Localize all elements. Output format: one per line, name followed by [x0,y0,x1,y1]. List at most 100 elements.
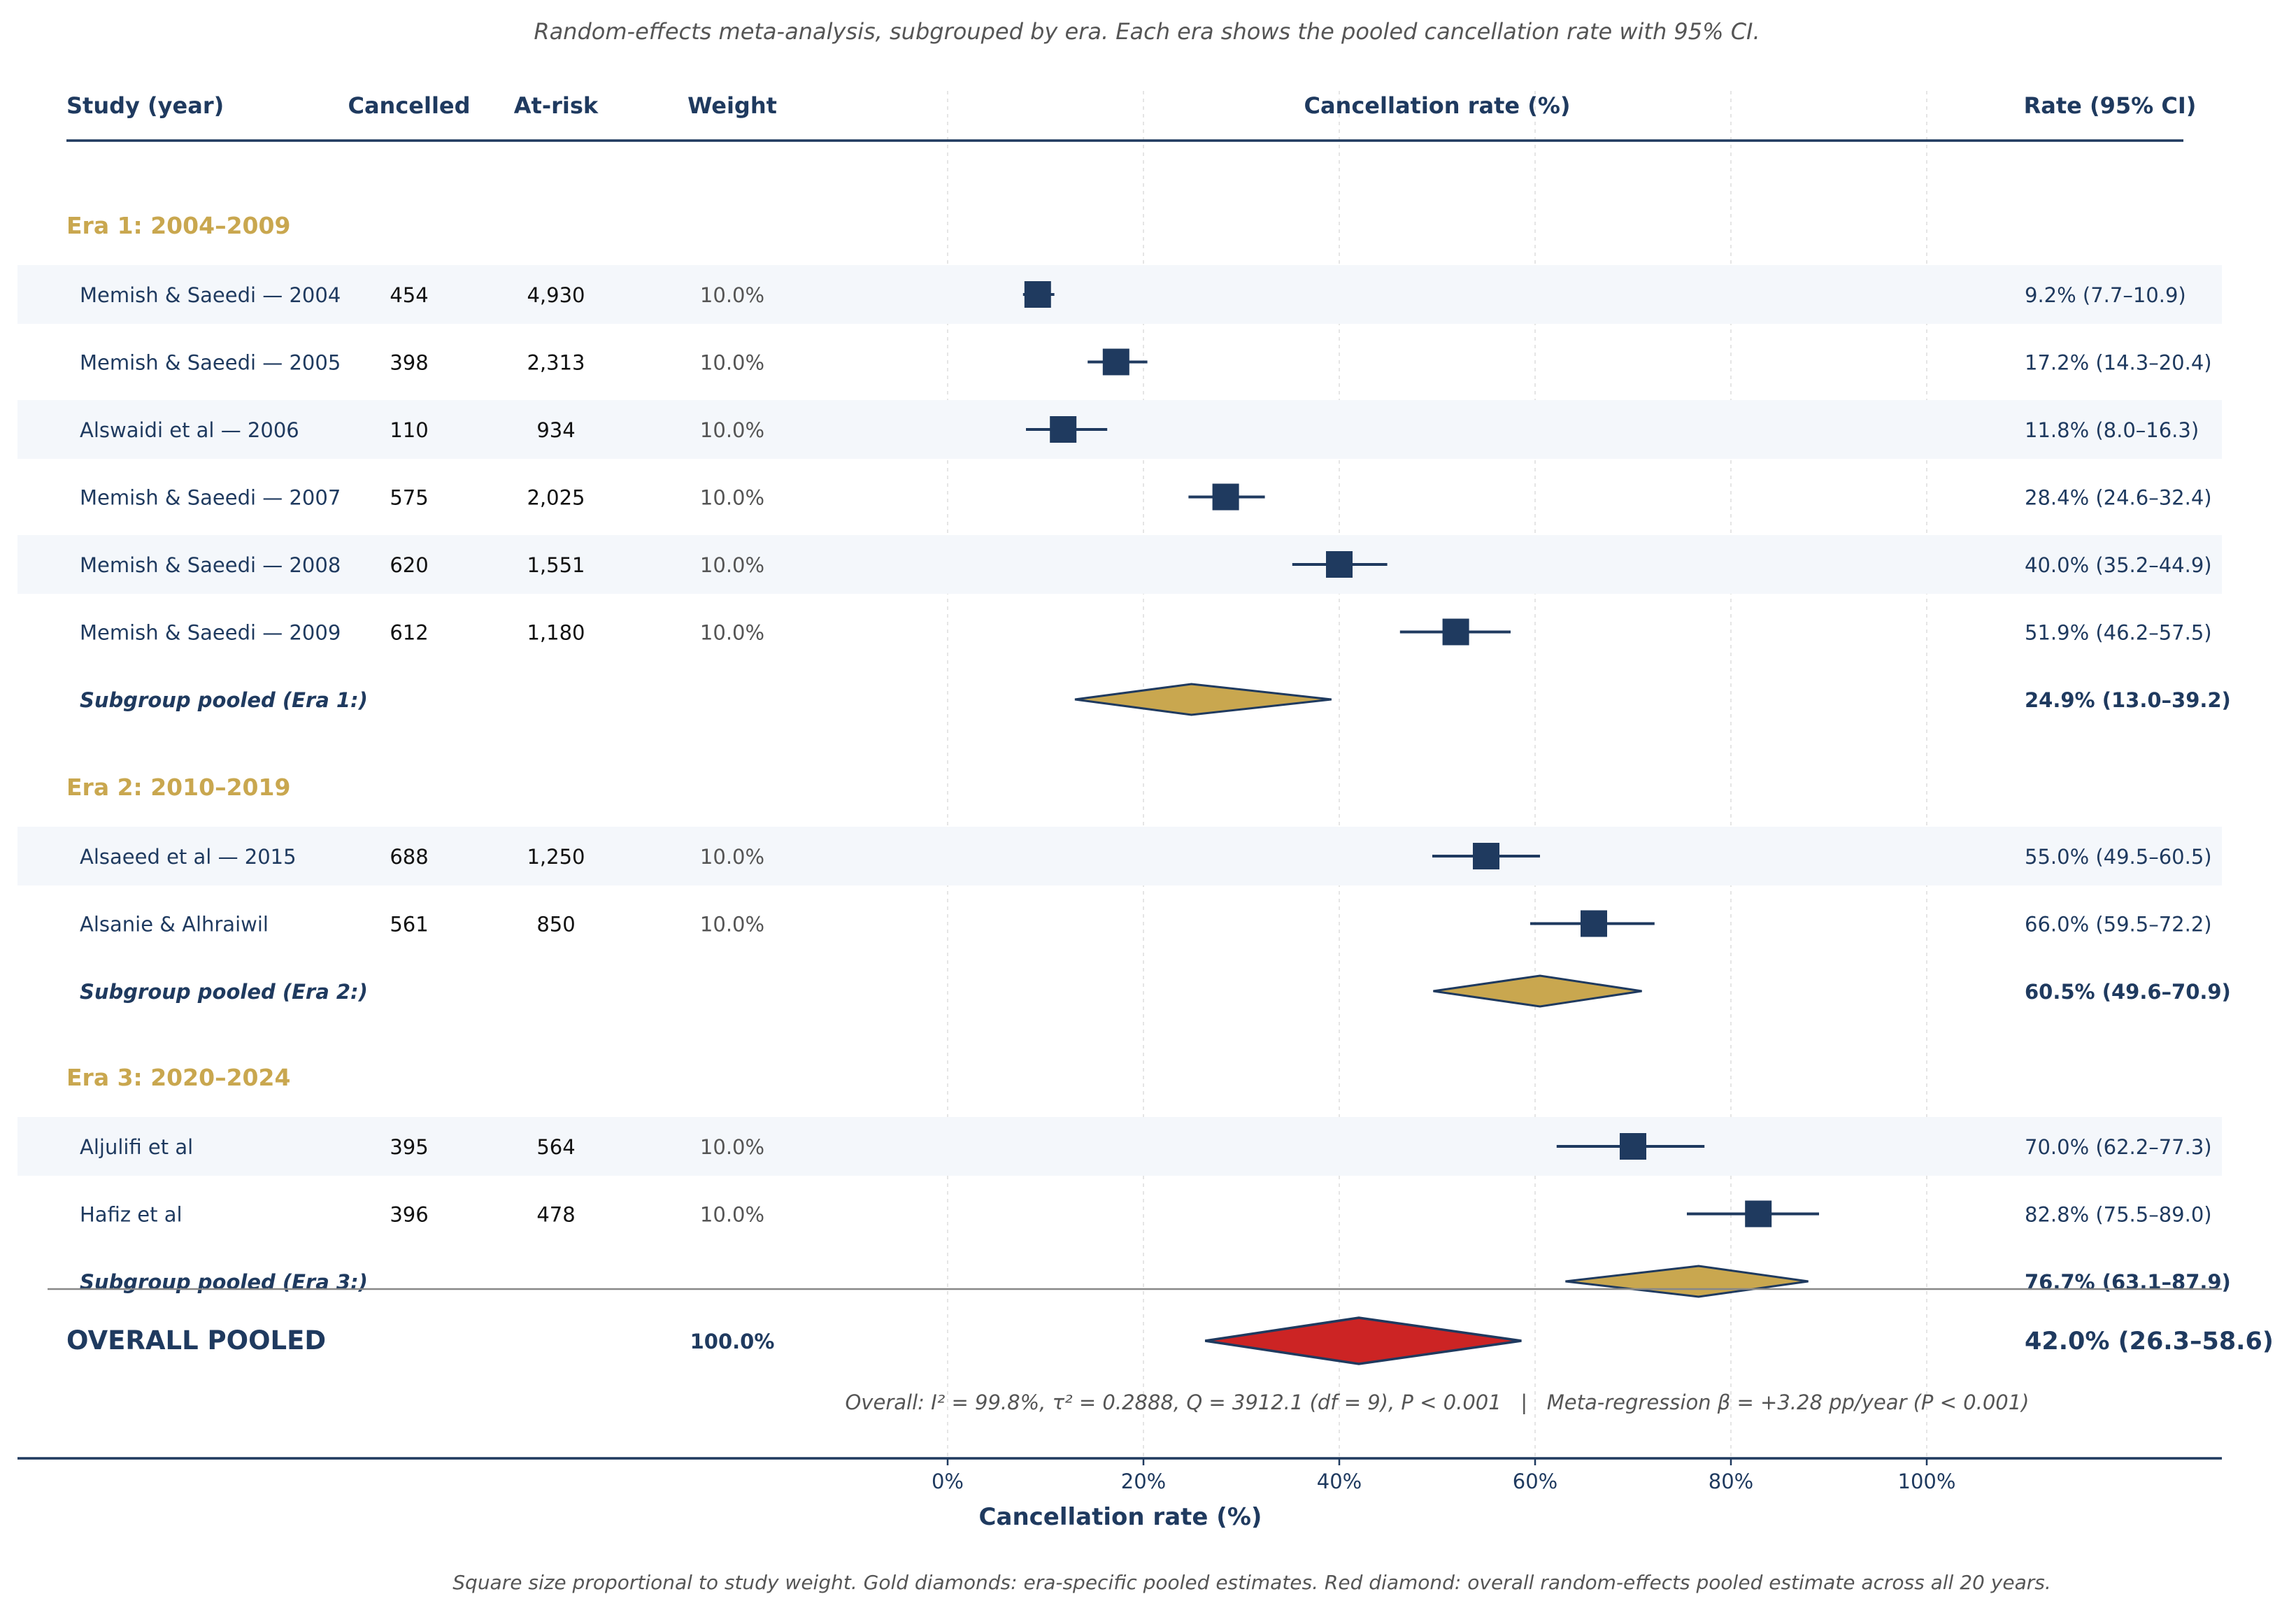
col-header-at-risk: At-risk [514,92,599,119]
study-rows: Era 1: 2004–2009 Memish & Saeedi — 2004 45… [66,212,2231,1298]
at-risk-count: 1,551 [527,553,585,577]
era-label: Era 2: 2010–2019 [66,774,290,801]
rate-ci-text: 82.8% (75.5–89.0) [2025,1203,2212,1227]
rate-ci-text: 66.0% (59.5–72.2) [2025,913,2212,937]
at-risk-count: 934 [536,418,575,442]
row-band [17,400,2222,459]
col-header-study: Study (year) [66,92,224,119]
at-risk-count: 564 [536,1135,575,1159]
study-name: Memish & Saeedi — 2008 [80,553,341,577]
study-name: Memish & Saeedi — 2009 [80,621,341,645]
grid-lines [947,91,1927,1458]
row-bands [17,265,2222,1176]
subgroup-diamond [1565,1265,1809,1298]
overall-label: OVERALL POOLED [66,1325,326,1356]
cancelled-count: 612 [390,621,428,645]
subtitle: Random-effects meta-analysis, subgrouped… [534,18,1760,45]
subgroup-rate-ci-text: 60.5% (49.6–70.9) [2025,980,2231,1004]
study-square [1024,281,1051,308]
weight-value: 10.0% [700,621,764,645]
weight-value: 10.0% [700,486,764,510]
subgroup-rate-ci-text: 24.9% (13.0–39.2) [2025,688,2231,712]
subgroup-pooled-label: Subgroup pooled (Era 3:) [80,1270,368,1294]
x-tick-label: 40% [1317,1470,1362,1493]
subgroup-pooled-label: Subgroup pooled (Era 1:) [80,688,368,712]
study-square [1620,1133,1646,1160]
x-tick-label: 20% [1121,1470,1166,1493]
cancelled-count: 688 [390,845,428,869]
stats-text: Overall: I² = 99.8%, τ² = 0.2888, Q = 39… [845,1390,2029,1414]
row-band [17,1117,2222,1176]
subgroup-diamond [1074,683,1332,716]
era-label: Era 1: 2004–2009 [66,212,290,239]
at-risk-count: 2,025 [527,486,585,510]
rate-ci-text: 40.0% (35.2–44.9) [2025,553,2212,577]
x-tick-label: 100% [1898,1470,1956,1493]
overall-diamond [1204,1316,1522,1365]
weight-value: 10.0% [700,913,764,937]
study-name: Aljulifi et al [80,1135,193,1159]
subgroup-rate-ci-text: 76.7% (63.1–87.9) [2025,1270,2231,1294]
study-name: Memish & Saeedi — 2007 [80,486,341,510]
row-band [17,827,2222,885]
weight-value: 10.0% [700,553,764,577]
col-header-weight: Weight [687,92,777,119]
era-label: Era 3: 2020–2024 [66,1064,290,1091]
rate-ci-text: 9.2% (7.7–10.9) [2025,283,2186,307]
footnote: Square size proportional to study weight… [452,1571,2051,1594]
study-square [1212,483,1239,511]
cancelled-count: 398 [390,351,428,375]
rate-ci-text: 70.0% (62.2–77.3) [2025,1135,2212,1159]
study-square [1473,843,1499,869]
col-header-plot: Cancellation rate (%) [1304,92,1570,119]
overall-row: OVERALL POOLED 100.0% 42.0% (26.3–58.6) [66,1316,2274,1365]
study-square [1442,618,1469,646]
study-square [1050,416,1077,443]
study-name: Alswaidi et al — 2006 [80,418,299,442]
cancelled-count: 620 [390,553,428,577]
study-square [1326,551,1353,578]
weight-value: 10.0% [700,845,764,869]
cancelled-count: 396 [390,1203,428,1227]
cancelled-count: 110 [390,418,428,442]
cancelled-count: 575 [390,486,428,510]
cancelled-count: 561 [390,913,428,937]
x-axis-label: Cancellation rate (%) [979,1503,1262,1531]
study-name: Hafiz et al [80,1203,183,1227]
col-header-cancelled: Cancelled [348,92,470,119]
study-name: Memish & Saeedi — 2005 [80,351,341,375]
rate-ci-text: 28.4% (24.6–32.4) [2025,486,2212,510]
row-band [17,265,2222,324]
subgroup-diamond [1433,974,1642,1008]
weight-value: 10.0% [700,418,764,442]
subgroup-pooled-label: Subgroup pooled (Era 2:) [80,980,368,1004]
at-risk-count: 478 [536,1203,575,1227]
study-name: Memish & Saeedi — 2004 [80,283,341,307]
rate-ci-text: 51.9% (46.2–57.5) [2025,621,2212,645]
overall-weight: 100.0% [690,1330,775,1353]
study-square [1581,910,1607,937]
row-band [17,535,2222,594]
rate-ci-text: 55.0% (49.5–60.5) [2025,845,2212,869]
study-square [1745,1200,1772,1228]
overall-rate-ci-text: 42.0% (26.3–58.6) [2025,1328,2274,1356]
study-name: Alsanie & Alhraiwil [80,913,269,937]
study-square [1102,348,1129,376]
rate-ci-text: 11.8% (8.0–16.3) [2025,418,2199,442]
study-name: Alsaeed et al — 2015 [80,845,297,869]
x-axis-ticks: 0% 20% 40% 60% 80% 100% [932,1458,1955,1493]
at-risk-count: 850 [536,913,575,937]
cancelled-count: 395 [390,1135,428,1159]
weight-value: 10.0% [700,351,764,375]
col-header-rate-ci: Rate (95% CI) [2024,92,2197,119]
at-risk-count: 1,180 [527,621,585,645]
at-risk-count: 4,930 [527,283,585,307]
at-risk-count: 1,250 [527,845,585,869]
rate-ci-text: 17.2% (14.3–20.4) [2025,351,2212,375]
weight-value: 10.0% [700,1203,764,1227]
cancelled-count: 454 [390,283,428,307]
x-tick-label: 60% [1513,1470,1557,1493]
x-tick-label: 80% [1709,1470,1753,1493]
at-risk-count: 2,313 [527,351,585,375]
